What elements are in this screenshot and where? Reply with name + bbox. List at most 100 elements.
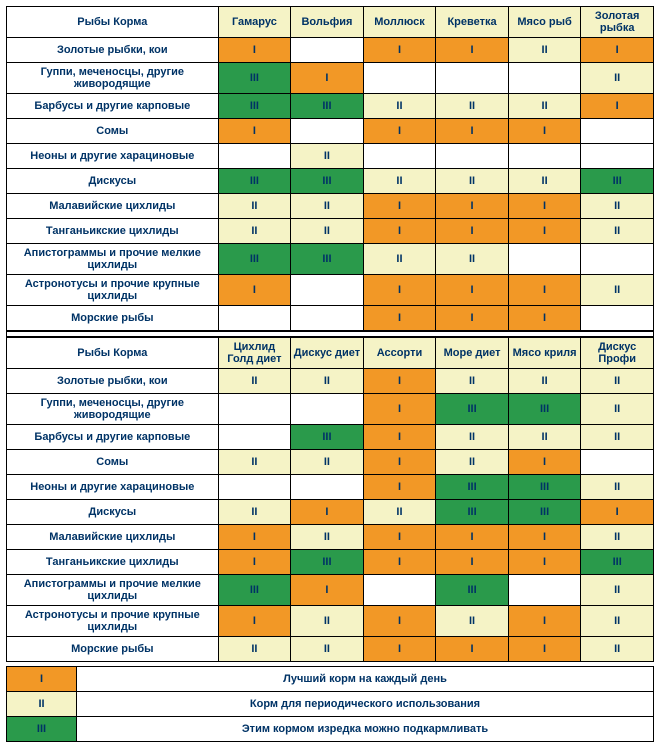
rating-cell: I <box>363 394 436 425</box>
fish-name: Неоны и другие харациновые <box>7 475 219 500</box>
fish-name: Дискусы <box>7 169 219 194</box>
rating-cell: II <box>508 425 581 450</box>
rating-cell: I <box>218 550 291 575</box>
rating-cell: I <box>508 306 581 332</box>
rating-cell <box>291 475 364 500</box>
column-header: Гамарус <box>218 7 291 38</box>
fish-name: Апистограммы и прочие мелкие цихлиды <box>7 244 219 275</box>
rating-cell: I <box>218 119 291 144</box>
legend-text: Лучший корм на каждый день <box>77 667 654 692</box>
rating-cell: II <box>218 369 291 394</box>
rating-cell <box>436 144 509 169</box>
rating-cell: I <box>508 119 581 144</box>
rating-cell: III <box>291 94 364 119</box>
fish-name: Морские рыбы <box>7 306 219 332</box>
rating-cell <box>508 144 581 169</box>
rating-cell: II <box>581 394 654 425</box>
rating-cell: I <box>363 306 436 332</box>
column-header: Дискус Профи <box>581 337 654 369</box>
rating-cell: II <box>508 169 581 194</box>
rating-cell <box>581 306 654 332</box>
rating-cell: II <box>581 637 654 662</box>
rating-cell: II <box>581 63 654 94</box>
rating-cell: II <box>291 369 364 394</box>
column-header: Мясо рыб <box>508 7 581 38</box>
rating-cell: I <box>436 306 509 332</box>
rating-cell: I <box>363 219 436 244</box>
rating-cell: I <box>436 38 509 63</box>
fish-name: Золотые рыбки, кои <box>7 38 219 63</box>
rating-cell: III <box>291 425 364 450</box>
rating-cell: I <box>363 606 436 637</box>
rating-cell: II <box>436 244 509 275</box>
rating-cell: I <box>436 637 509 662</box>
rating-cell <box>436 63 509 94</box>
fish-name: Сомы <box>7 450 219 475</box>
fish-name: Гуппи, меченосцы, другие живородящие <box>7 394 219 425</box>
fish-name: Гуппи, меченосцы, другие живородящие <box>7 63 219 94</box>
rating-cell <box>581 119 654 144</box>
rating-cell: I <box>581 94 654 119</box>
fish-name: Астронотусы и прочие крупные цихлиды <box>7 606 219 637</box>
rating-cell: I <box>581 38 654 63</box>
rating-cell: I <box>508 275 581 306</box>
rating-cell: I <box>436 525 509 550</box>
rating-cell: I <box>508 450 581 475</box>
rating-cell: I <box>436 219 509 244</box>
rating-cell <box>218 394 291 425</box>
rating-cell <box>508 244 581 275</box>
rating-cell: I <box>363 637 436 662</box>
header-fish-food: Рыбы Корма <box>7 337 219 369</box>
fish-name: Апистограммы и прочие мелкие цихлиды <box>7 575 219 606</box>
rating-cell: I <box>363 369 436 394</box>
column-header: Ассорти <box>363 337 436 369</box>
fish-name: Танганьикские цихлиды <box>7 550 219 575</box>
rating-cell: I <box>436 119 509 144</box>
column-header: Моллюск <box>363 7 436 38</box>
rating-cell: II <box>436 169 509 194</box>
rating-cell: II <box>291 606 364 637</box>
fish-name: Морские рыбы <box>7 637 219 662</box>
rating-cell: III <box>508 394 581 425</box>
rating-cell: II <box>581 606 654 637</box>
rating-cell: II <box>291 194 364 219</box>
fish-name: Астронотусы и прочие крупные цихлиды <box>7 275 219 306</box>
rating-cell <box>291 306 364 332</box>
rating-cell: III <box>581 169 654 194</box>
header-fish-food: Рыбы Корма <box>7 7 219 38</box>
rating-cell: II <box>581 194 654 219</box>
fish-name: Золотые рыбки, кои <box>7 369 219 394</box>
rating-cell <box>291 38 364 63</box>
fish-name: Барбусы и другие карповые <box>7 425 219 450</box>
rating-cell <box>291 119 364 144</box>
rating-cell <box>363 575 436 606</box>
column-header: Цихлид Голд диет <box>218 337 291 369</box>
rating-cell <box>218 306 291 332</box>
rating-cell: I <box>508 525 581 550</box>
legend-swatch: III <box>7 717 77 742</box>
rating-cell: I <box>218 525 291 550</box>
rating-cell <box>218 475 291 500</box>
rating-cell: III <box>291 244 364 275</box>
rating-cell: III <box>291 550 364 575</box>
rating-cell: II <box>436 369 509 394</box>
rating-cell: I <box>363 450 436 475</box>
rating-cell: II <box>508 369 581 394</box>
column-header: Креветка <box>436 7 509 38</box>
rating-cell: II <box>581 369 654 394</box>
rating-cell: I <box>218 275 291 306</box>
rating-cell <box>581 144 654 169</box>
rating-cell: I <box>291 63 364 94</box>
rating-cell: III <box>508 475 581 500</box>
rating-cell: II <box>581 525 654 550</box>
rating-cell: II <box>218 219 291 244</box>
rating-cell: II <box>291 450 364 475</box>
rating-cell: I <box>218 38 291 63</box>
fish-name: Барбусы и другие карповые <box>7 94 219 119</box>
column-header: Море диет <box>436 337 509 369</box>
rating-cell: I <box>436 275 509 306</box>
rating-cell: I <box>508 194 581 219</box>
rating-cell: II <box>581 575 654 606</box>
rating-cell: II <box>363 244 436 275</box>
column-header: Золотая рыбка <box>581 7 654 38</box>
